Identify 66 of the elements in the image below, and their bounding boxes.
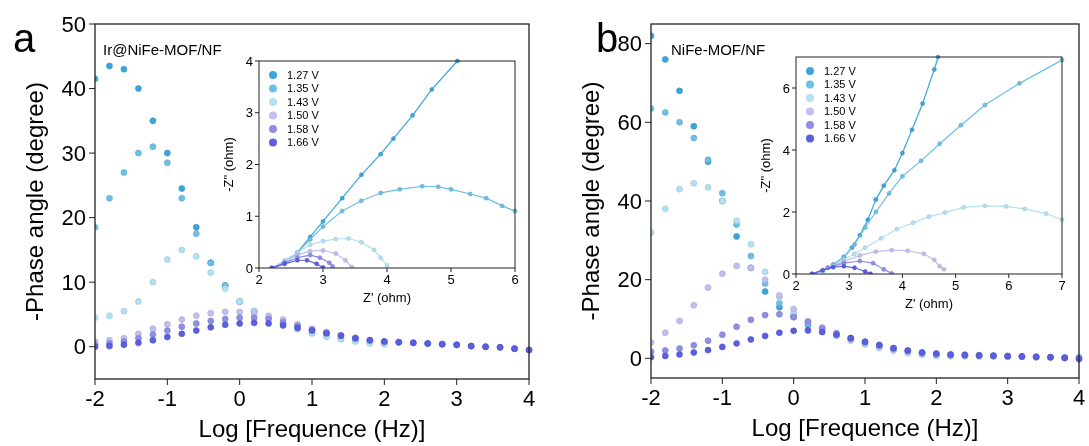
y-tick-label: 50 xyxy=(61,11,86,37)
x-tick-label: 3 xyxy=(845,278,853,294)
x-tick-label: 7 xyxy=(1058,278,1066,294)
x-axis-title: Z' (ohm) xyxy=(363,290,411,305)
x-tick-label: 4 xyxy=(1072,384,1086,410)
legend-label: 1.66 V xyxy=(287,136,320,149)
y-tick-label: 2 xyxy=(245,157,253,173)
y-axis-title: -Phase angle (degree) xyxy=(21,82,48,321)
y-tick-label: 40 xyxy=(61,76,86,102)
y-tick-label: 20 xyxy=(617,267,642,293)
y-tick-label: 6 xyxy=(782,80,790,96)
x-axis-title: Log [Frequence (Hz)] xyxy=(198,415,426,442)
annotation: NiFe-MOF/NF xyxy=(671,41,766,58)
x-tick-label: 1 xyxy=(305,385,319,411)
x-tick-label: -1 xyxy=(712,384,733,410)
x-tick-label: 3 xyxy=(319,272,327,288)
y-tick-label: 4 xyxy=(782,142,790,158)
x-tick-label: 2 xyxy=(255,272,263,288)
x-tick-label: 1 xyxy=(858,384,872,410)
x-tick-label: 4 xyxy=(522,385,536,411)
x-tick-label: 3 xyxy=(1001,384,1014,410)
text: b xyxy=(596,16,619,60)
x-tick-label: -1 xyxy=(157,385,178,411)
x-tick-label: -2 xyxy=(85,385,105,411)
legend-label: 1.66 V xyxy=(824,132,857,145)
y-tick-label: 40 xyxy=(617,188,642,214)
legend-label: 1.58 V xyxy=(287,122,320,135)
y-tick-label: 2 xyxy=(782,204,790,220)
x-tick-label: 4 xyxy=(898,278,907,294)
x-tick-label: 2 xyxy=(378,385,391,411)
y-axis-title: -Z" (ohm) xyxy=(221,137,236,192)
x-tick-label: 2 xyxy=(792,278,800,294)
y-tick-label: 10 xyxy=(61,269,86,295)
legend-label: 1.43 V xyxy=(824,91,857,104)
x-tick-label: -2 xyxy=(641,384,661,410)
x-tick-label: 5 xyxy=(447,272,455,288)
y-tick-label: 4 xyxy=(245,53,253,69)
x-tick-label: 6 xyxy=(511,272,519,288)
y-tick-label: 20 xyxy=(61,205,86,231)
y-axis-title: -Phase angle (degree) xyxy=(577,81,604,321)
legend-label: 1.50 V xyxy=(824,105,857,118)
y-tick-label: 0 xyxy=(245,260,253,276)
x-tick-label: 5 xyxy=(951,278,960,294)
x-tick-label: 4 xyxy=(383,272,391,288)
legend-label: 1.58 V xyxy=(824,118,857,131)
y-tick-label: 60 xyxy=(617,110,642,136)
legend-label: 1.43 V xyxy=(287,95,320,108)
y-tick-label: 0 xyxy=(629,346,642,372)
legend-label: 1.27 V xyxy=(287,68,320,81)
y-tick-label: 30 xyxy=(61,140,86,166)
x-tick-label: 6 xyxy=(1005,278,1013,294)
annotation: Ir@NiFe-MOF/NF xyxy=(103,41,222,58)
y-tick-label: 1 xyxy=(245,208,253,224)
y-axis-title: -Z" (ohm) xyxy=(758,138,773,193)
legend-label: 1.27 V xyxy=(824,64,857,77)
x-tick-label: 3 xyxy=(450,385,463,411)
y-tick-label: 80 xyxy=(617,31,642,57)
legend-label: 1.35 V xyxy=(287,82,320,95)
legend-label: 1.50 V xyxy=(287,109,320,122)
x-tick-label: 2 xyxy=(930,384,943,410)
legend-label: 1.35 V xyxy=(824,78,857,91)
x-axis-title: Z' (ohm) xyxy=(905,296,953,311)
y-tick-label: 3 xyxy=(245,105,253,121)
x-axis-title: Log [Frequence (Hz)] xyxy=(751,414,979,441)
y-tick-label: 0 xyxy=(73,334,86,360)
text: a xyxy=(13,16,36,60)
